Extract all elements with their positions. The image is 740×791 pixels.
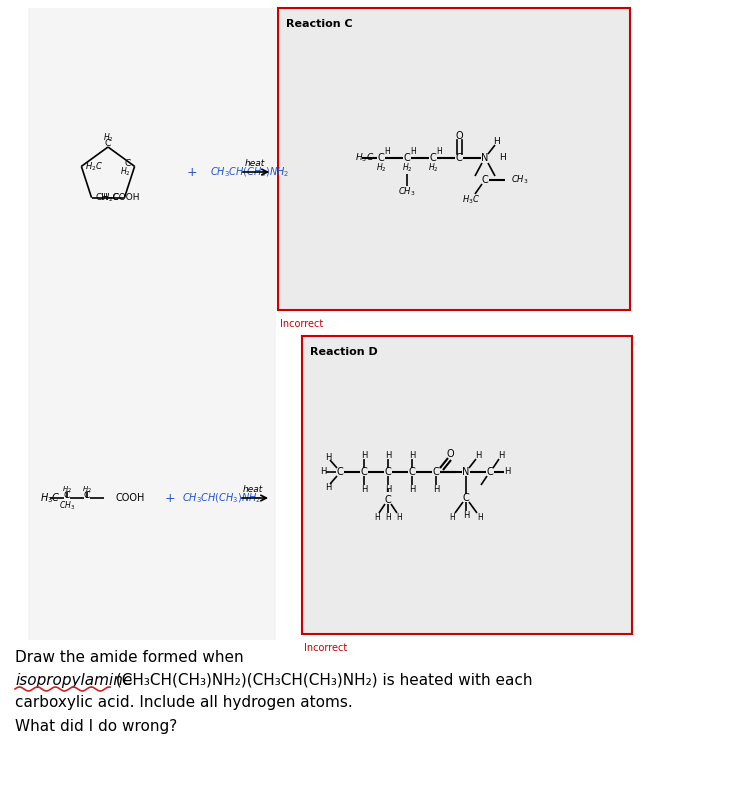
- Text: (CH₃CH(CH₃)NH₂)(CH₃CH(CH₃)NH₂) is heated with each: (CH₃CH(CH₃)NH₂)(CH₃CH(CH₃)NH₂) is heated…: [111, 672, 533, 687]
- Text: H: H: [396, 513, 402, 521]
- Text: C: C: [64, 491, 70, 501]
- Text: H: H: [374, 513, 380, 521]
- Text: H: H: [385, 485, 391, 494]
- Text: $H_3C$: $H_3C$: [40, 491, 61, 505]
- Text: isopropylamine: isopropylamine: [15, 672, 132, 687]
- Bar: [28, 8, 276, 640]
- Text: H: H: [504, 467, 510, 476]
- Text: $CH_3$: $CH_3$: [398, 186, 416, 199]
- Text: $H_3C$: $H_3C$: [462, 194, 480, 206]
- Text: C: C: [456, 153, 462, 163]
- Text: Draw the amide formed when: Draw the amide formed when: [15, 649, 243, 664]
- Text: $H_2$: $H_2$: [62, 485, 72, 495]
- Bar: [278, 8, 630, 310]
- Text: H: H: [408, 485, 415, 494]
- Text: H: H: [433, 485, 439, 494]
- Text: C: C: [124, 159, 131, 168]
- Text: C: C: [105, 139, 111, 149]
- Text: $H_2C$: $H_2C$: [102, 191, 121, 204]
- Text: H: H: [361, 451, 367, 460]
- Text: H: H: [498, 452, 504, 460]
- Text: $H_2C$: $H_2C$: [85, 160, 104, 172]
- Text: Incorrect: Incorrect: [280, 319, 323, 329]
- Text: H: H: [410, 146, 416, 156]
- Text: $CH_3$: $CH_3$: [511, 174, 528, 186]
- Text: Incorrect: Incorrect: [304, 643, 347, 653]
- Text: C: C: [377, 153, 384, 163]
- Text: C: C: [487, 467, 494, 477]
- Text: heat: heat: [243, 485, 263, 494]
- Text: heat: heat: [245, 158, 265, 168]
- Text: C: C: [385, 495, 391, 505]
- Text: C: C: [84, 491, 90, 501]
- Text: C: C: [403, 153, 411, 163]
- Text: Reaction D: Reaction D: [310, 347, 377, 357]
- Text: $H_2$: $H_2$: [376, 161, 386, 174]
- Text: carboxylic acid. Include all hydrogen atoms.: carboxylic acid. Include all hydrogen at…: [15, 695, 353, 710]
- Text: $CH_3CH(CH_3)NH_2$: $CH_3CH(CH_3)NH_2$: [182, 491, 261, 505]
- Text: Reaction C: Reaction C: [286, 19, 353, 29]
- Text: C: C: [462, 493, 469, 503]
- Text: C: C: [408, 467, 415, 477]
- Text: H: H: [408, 451, 415, 460]
- Text: H: H: [385, 513, 391, 521]
- Text: $CH_3$: $CH_3$: [59, 500, 75, 513]
- Text: H: H: [436, 146, 442, 156]
- Text: C: C: [385, 467, 391, 477]
- Text: $H_2$: $H_2$: [120, 165, 131, 178]
- Text: H: H: [325, 452, 332, 461]
- Text: $H_2$: $H_2$: [82, 485, 92, 495]
- Text: $H_2$: $H_2$: [402, 161, 412, 174]
- Text: H: H: [449, 513, 455, 521]
- Text: $H_3C$: $H_3C$: [355, 152, 374, 165]
- Text: C: C: [337, 467, 343, 477]
- Text: C: C: [360, 467, 367, 477]
- Text: +: +: [165, 491, 175, 505]
- Text: +: +: [186, 165, 198, 179]
- Text: N: N: [462, 467, 470, 477]
- Text: COOH: COOH: [116, 493, 145, 503]
- Text: N: N: [481, 153, 488, 163]
- Text: CH–COOH: CH–COOH: [95, 193, 140, 202]
- Text: H: H: [475, 452, 481, 460]
- Text: H: H: [500, 153, 506, 162]
- Text: $H_2$: $H_2$: [103, 132, 113, 144]
- Text: $H_2$: $H_2$: [428, 161, 438, 174]
- Text: O: O: [446, 449, 454, 459]
- Text: H: H: [494, 138, 500, 146]
- Text: H: H: [385, 451, 391, 460]
- Text: H: H: [325, 483, 332, 491]
- Text: C: C: [482, 175, 488, 185]
- Text: H: H: [462, 510, 469, 520]
- Text: H: H: [477, 513, 483, 521]
- Text: C: C: [430, 153, 437, 163]
- Text: What did I do wrong?: What did I do wrong?: [15, 718, 178, 733]
- Text: H: H: [361, 485, 367, 494]
- Text: C: C: [433, 467, 440, 477]
- Text: $CH_3CH(CH_3)NH_2$: $CH_3CH(CH_3)NH_2$: [210, 165, 289, 179]
- Text: H: H: [320, 467, 326, 476]
- Text: O: O: [455, 131, 462, 141]
- Bar: [302, 336, 632, 634]
- Text: H: H: [384, 146, 390, 156]
